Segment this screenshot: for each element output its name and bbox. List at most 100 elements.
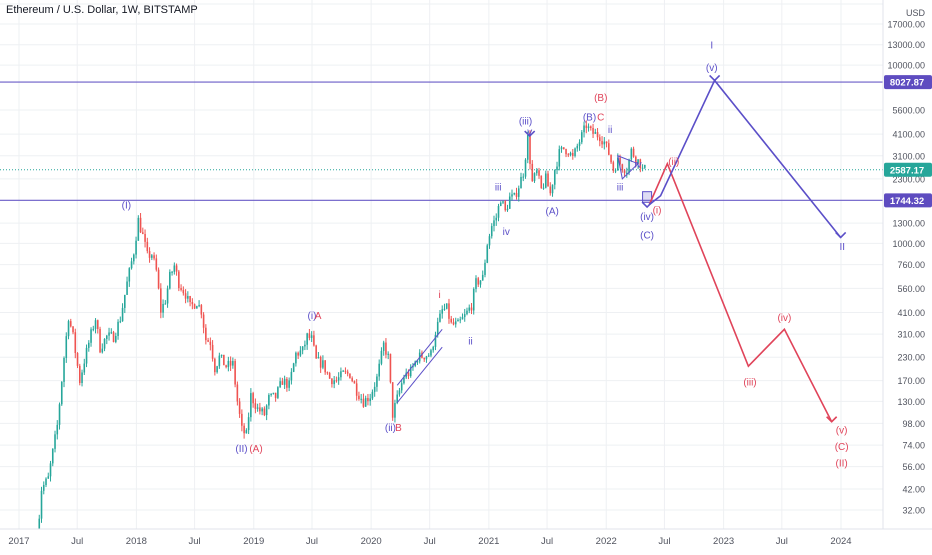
candle-body bbox=[268, 395, 270, 406]
candle-body bbox=[608, 143, 610, 155]
candle-body bbox=[524, 159, 527, 177]
time-axis-bg bbox=[0, 529, 932, 550]
price-tick-label: 13000.00 bbox=[887, 40, 925, 50]
candle-body bbox=[40, 490, 43, 519]
wave-drawings bbox=[396, 74, 847, 423]
candle-body bbox=[81, 372, 83, 383]
candle-body bbox=[56, 424, 59, 435]
candle-body bbox=[225, 365, 227, 368]
candle-body bbox=[126, 281, 128, 295]
candle-body bbox=[369, 398, 371, 402]
candle-body bbox=[490, 226, 493, 237]
candle-body bbox=[470, 307, 473, 311]
candle-body bbox=[69, 321, 72, 327]
candle-body bbox=[430, 350, 432, 356]
arrow-head bbox=[709, 74, 721, 82]
candle-body bbox=[344, 370, 347, 372]
candle-body bbox=[110, 332, 113, 334]
candle-body bbox=[578, 142, 581, 146]
candle-body bbox=[92, 328, 95, 330]
candle-body bbox=[328, 373, 331, 379]
candle-body bbox=[596, 132, 599, 138]
candle-body bbox=[277, 387, 279, 398]
price-tick-label: 170.00 bbox=[897, 376, 925, 386]
candle-body bbox=[252, 393, 254, 404]
candle-body bbox=[119, 321, 122, 323]
candle-body bbox=[628, 159, 630, 173]
candle-body bbox=[603, 141, 606, 145]
price-tick-label: 130.00 bbox=[897, 397, 925, 407]
price-tick-label: 410.00 bbox=[897, 308, 925, 318]
candle-body bbox=[531, 163, 534, 182]
candle-body bbox=[124, 294, 126, 308]
candle-body bbox=[229, 360, 232, 366]
candle-body bbox=[452, 322, 455, 325]
arrow-head bbox=[524, 130, 536, 138]
candle-body bbox=[108, 332, 110, 336]
candle-body bbox=[317, 357, 320, 359]
candle-body bbox=[612, 162, 615, 171]
wave-label: I bbox=[710, 41, 713, 52]
candle-body bbox=[425, 356, 428, 360]
candle-body bbox=[448, 303, 450, 319]
candle-series bbox=[38, 120, 646, 529]
candle-body bbox=[644, 165, 646, 168]
candle-body bbox=[567, 154, 570, 156]
candle-body bbox=[308, 333, 311, 338]
time-tick-label: 2022 bbox=[596, 536, 617, 547]
candle-body bbox=[353, 381, 356, 384]
candle-body bbox=[362, 398, 365, 407]
price-axis[interactable]: 17000.00 13000.00 10000.00 5600.00 4100.00 31… bbox=[882, 0, 932, 550]
candle-body bbox=[326, 372, 329, 374]
time-tick-label: 2021 bbox=[478, 536, 499, 547]
candle-body bbox=[322, 360, 324, 368]
arrow-head bbox=[641, 201, 653, 209]
wave-label: (v) bbox=[706, 63, 718, 74]
candle-body bbox=[565, 148, 567, 155]
candle-body bbox=[94, 320, 97, 329]
candle-body bbox=[551, 184, 554, 194]
candle-body bbox=[205, 327, 207, 341]
wave-label: (iv) bbox=[777, 313, 791, 324]
time-tick-label: Jul bbox=[424, 536, 436, 547]
candle-body bbox=[144, 233, 146, 242]
candle-body bbox=[583, 125, 585, 133]
time-axis[interactable]: 2017 Jul 2018 Jul 2019 Jul 2020 Jul 2021 Jul 2022 J… bbox=[0, 528, 932, 550]
candle-body bbox=[630, 148, 633, 160]
candle-body bbox=[617, 157, 619, 171]
candle-body bbox=[207, 340, 209, 342]
candle-body bbox=[191, 302, 194, 305]
time-tick-label: Jul bbox=[71, 536, 83, 547]
price-tick-label: 42.00 bbox=[902, 484, 925, 494]
channel-upper-line bbox=[396, 328, 443, 386]
candle-body bbox=[380, 350, 383, 364]
candle-body bbox=[558, 149, 561, 167]
candle-body bbox=[589, 126, 592, 128]
candle-body bbox=[398, 390, 401, 395]
level-price-tag-bg bbox=[884, 75, 932, 90]
candle-body bbox=[151, 255, 153, 258]
candle-body bbox=[184, 293, 187, 299]
candle-body bbox=[49, 463, 52, 477]
chart-title[interactable]: Ethereum / U.S. Dollar, 1W, BITSTAMP bbox=[6, 4, 198, 16]
candle-body bbox=[99, 328, 101, 353]
price-axis-bg bbox=[883, 0, 932, 550]
candle-body bbox=[87, 342, 90, 348]
candle-body bbox=[196, 306, 198, 309]
candle-body bbox=[394, 403, 396, 418]
candle-body bbox=[243, 425, 245, 434]
candle-body bbox=[227, 360, 230, 368]
candle-body bbox=[599, 137, 601, 142]
wave-label: (i) bbox=[653, 206, 662, 217]
candle-body bbox=[290, 371, 293, 381]
candle-body bbox=[405, 372, 408, 378]
price-tick-label: 98.00 bbox=[902, 419, 925, 429]
candle-body bbox=[623, 170, 626, 173]
candle-body bbox=[605, 141, 608, 144]
candle-body bbox=[130, 261, 133, 269]
candle-body bbox=[245, 430, 248, 434]
current-price-tag-bg bbox=[884, 162, 932, 177]
price-tick-label: 32.00 bbox=[902, 506, 925, 516]
